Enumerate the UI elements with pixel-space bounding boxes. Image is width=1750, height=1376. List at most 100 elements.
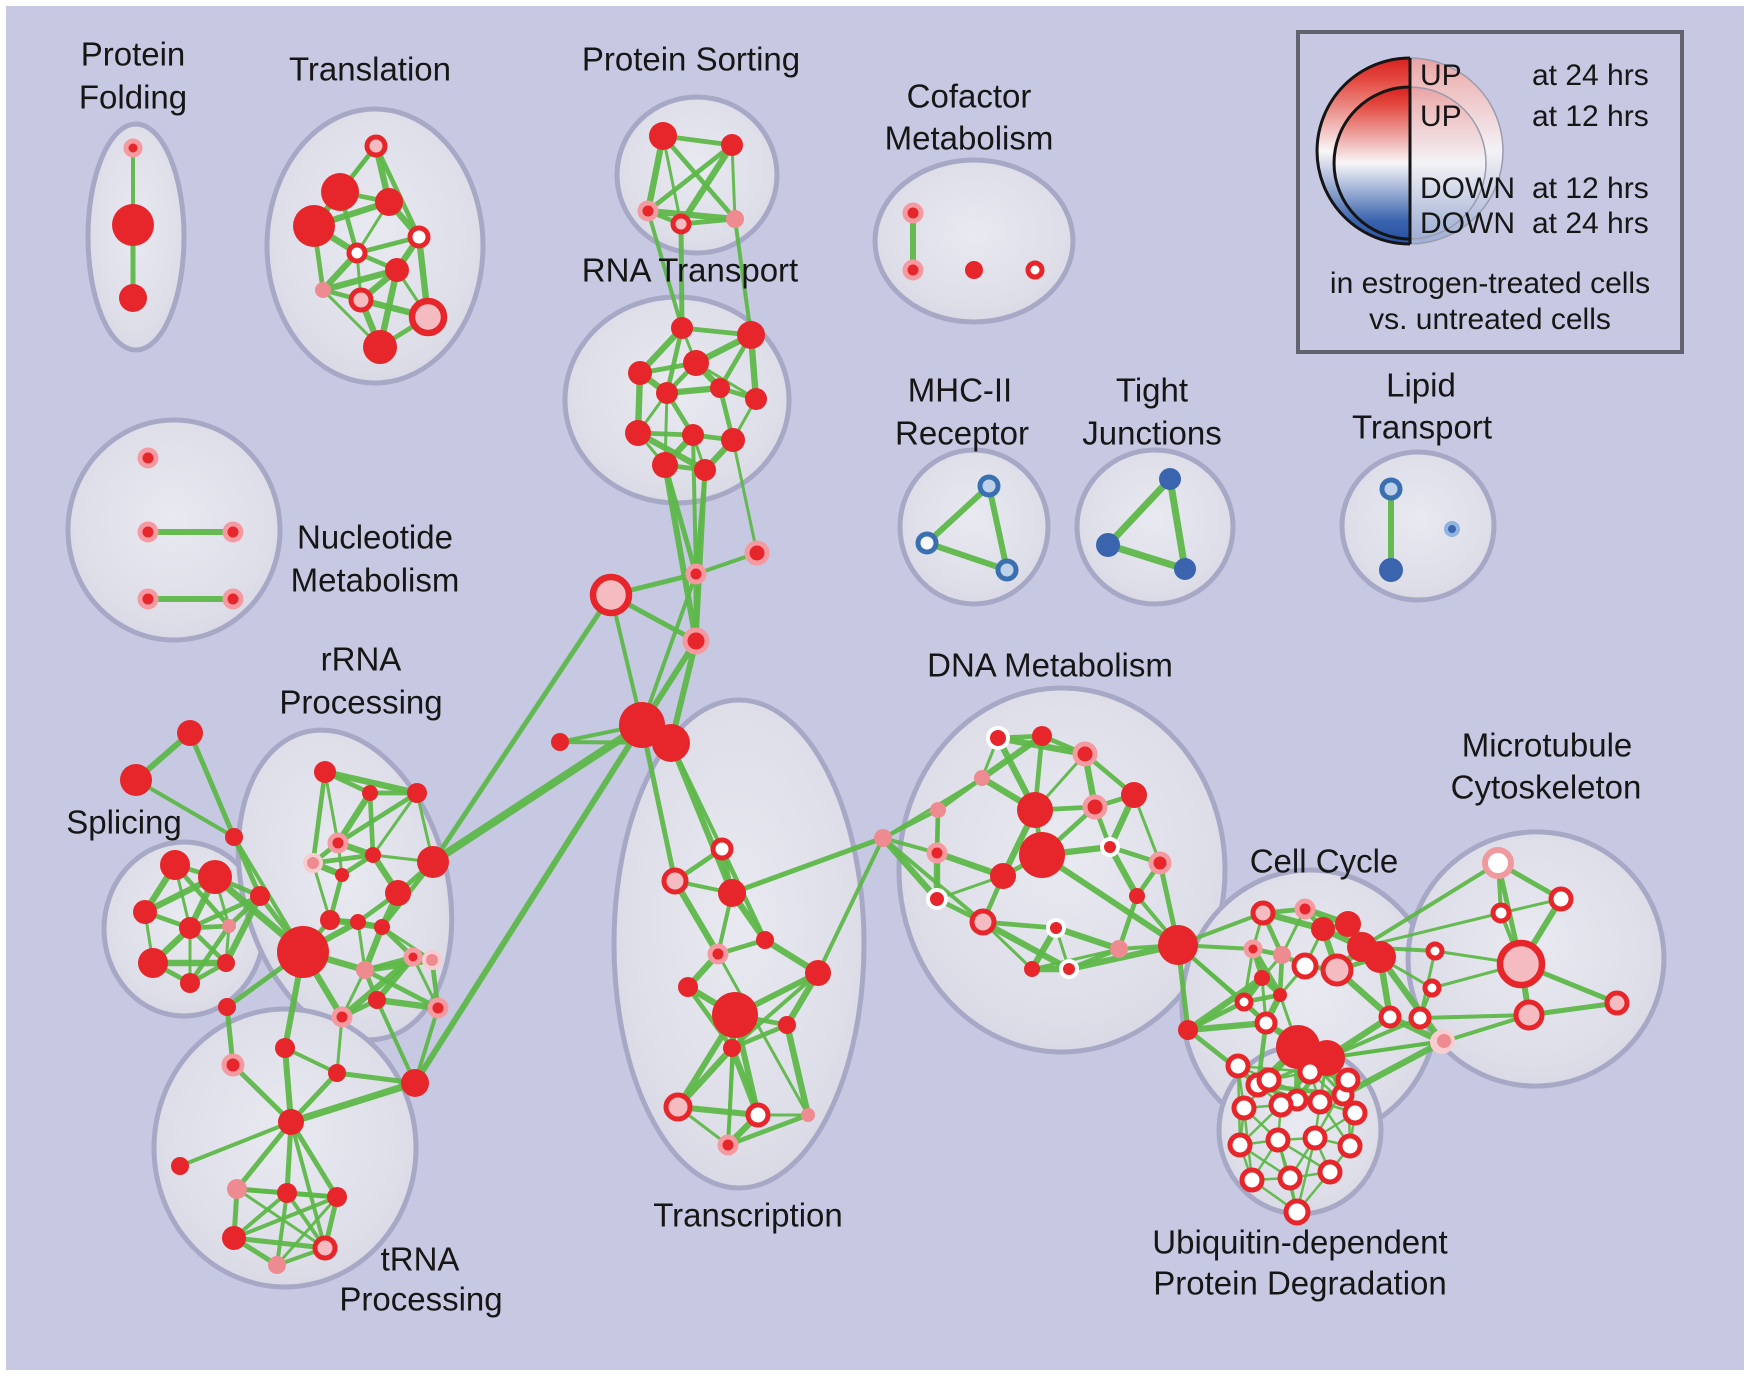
edge (662, 462, 699, 644)
edge (664, 325, 685, 396)
edge (1104, 475, 1174, 549)
node-dna-14 (969, 908, 997, 936)
node-micro-6 (1408, 1006, 1432, 1030)
edge (1339, 1038, 1446, 1099)
node-rna-8 (682, 424, 704, 446)
node-cell-7 (1273, 946, 1291, 964)
node-rna-3 (683, 350, 709, 376)
node-ub-9 (1265, 1127, 1291, 1153)
legend-outer-left-arc (1315, 56, 1411, 246)
edge (644, 207, 739, 223)
edge (234, 1119, 294, 1192)
node-lipid-1 (1379, 558, 1403, 582)
node-trna-1 (221, 1053, 245, 1077)
node-rrna-12 (374, 919, 390, 935)
node-trna-6 (171, 1157, 189, 1175)
node-ub-1 (1256, 1067, 1282, 1093)
cluster-label-cofactor-0: Cofactor (907, 78, 1032, 115)
edge (310, 769, 328, 866)
edge (1360, 861, 1500, 949)
node-translation-3 (293, 205, 335, 247)
node-dna-5 (926, 842, 948, 864)
cluster-label-sorting-0: Protein Sorting (582, 41, 800, 78)
node-translation-10 (363, 330, 397, 364)
node-translation-9 (408, 297, 448, 337)
node-cell-8 (1291, 952, 1319, 980)
node-rna-1 (737, 321, 765, 349)
edge (335, 790, 420, 846)
edge (1185, 1027, 1261, 1088)
node-dna-7 (1082, 794, 1108, 820)
node-spl-5 (138, 948, 168, 978)
cluster-ellipse-mhc (897, 447, 1051, 607)
legend-inner-left-arc (1332, 85, 1411, 241)
node-mhc-1 (915, 531, 939, 555)
edge (288, 1119, 340, 1200)
node-rrna-17 (331, 1006, 353, 1028)
node-mhc-0 (977, 474, 1001, 498)
edge (1184, 974, 1266, 1034)
node-tri-2 (225, 828, 243, 846)
node-dna-3 (974, 770, 990, 786)
edge (924, 483, 992, 546)
node-transcription-2 (718, 879, 746, 907)
edge (323, 770, 340, 845)
node-dna-2 (1072, 741, 1098, 767)
node-ub-3 (1335, 1067, 1361, 1093)
node-cofactor-2 (965, 261, 983, 279)
legend-inner-right (1410, 87, 1486, 239)
node-cell-12 (1234, 992, 1254, 1012)
legend: UP at 24 hrs UP at 12 hrs DOWN at 12 hrs… (1296, 30, 1684, 354)
node-dna-8 (1017, 792, 1053, 828)
node-ub-12 (1239, 1167, 1265, 1193)
node-ub-6 (1307, 1089, 1333, 1115)
node-dna-18 (1059, 959, 1079, 979)
cluster-label-nucleotide-1: Metabolism (291, 562, 460, 599)
node-rna-0 (671, 317, 693, 339)
node-chain-1 (744, 540, 770, 566)
edge (1116, 893, 1140, 952)
node-translation-4 (407, 225, 431, 249)
node-rrna-10 (320, 910, 340, 930)
node-rrna-13 (403, 947, 423, 967)
cluster-label-tight-0: Tight (1116, 372, 1188, 409)
cluster-ellipse-lipid (1339, 449, 1497, 603)
node-rrna-4 (303, 853, 323, 873)
node-cell-6 (1243, 939, 1263, 959)
edge (310, 852, 376, 866)
node-translation-1 (321, 173, 359, 211)
cluster-ellipse-trna (151, 1006, 419, 1290)
node-cell-10 (1254, 970, 1270, 986)
legend-time-up12: at 12 hrs (1532, 100, 1649, 133)
node-tight-0 (1159, 468, 1181, 490)
node-chain-2 (589, 573, 633, 617)
node-chain-3 (682, 627, 710, 655)
cluster-label-cell-0: Cell Cycle (1250, 843, 1399, 880)
node-transcription-9 (723, 1039, 741, 1057)
node-sorting-4 (726, 210, 744, 228)
node-trna-10 (222, 1226, 246, 1250)
node-chain-0 (685, 563, 707, 585)
node-rna-6 (745, 388, 767, 410)
node-spl-4 (222, 919, 236, 933)
edge (338, 953, 417, 1021)
node-ub-8 (1227, 1132, 1253, 1158)
edge (362, 967, 441, 1011)
cluster-labels-layer: Protein Folding Translation Protein Sorting… (66, 36, 1641, 1318)
legend-donut (1315, 56, 1504, 246)
node-rna-11 (694, 459, 716, 481)
node-spl-6 (180, 973, 200, 993)
node-ub-5 (1268, 1092, 1294, 1118)
node-lipid-0 (1379, 477, 1403, 501)
node-fold-0 (123, 138, 143, 158)
node-ub-7 (1342, 1100, 1368, 1126)
edge (730, 143, 737, 221)
node-cell-17 (1178, 1020, 1198, 1040)
node-dna-10 (990, 863, 1016, 889)
cluster-label-translation-0: Translation (289, 51, 451, 88)
cluster-label-fold-1: Folding (79, 79, 187, 116)
node-rrna-2 (407, 783, 427, 803)
cluster-label-micro-1: Cytoskeleton (1451, 769, 1642, 806)
node-spl-0 (160, 850, 190, 880)
node-transcription-1 (661, 867, 689, 895)
